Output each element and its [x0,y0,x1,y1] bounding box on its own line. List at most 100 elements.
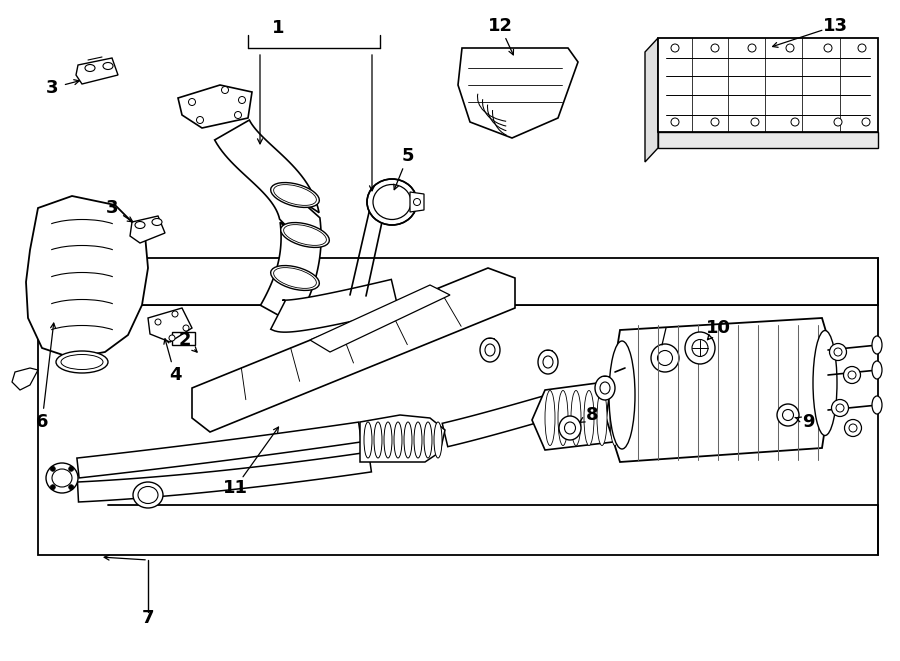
Ellipse shape [832,399,849,416]
Ellipse shape [658,350,672,366]
Ellipse shape [872,336,882,354]
Ellipse shape [786,44,794,52]
Ellipse shape [52,469,72,487]
Ellipse shape [61,354,103,369]
Ellipse shape [152,219,162,225]
Polygon shape [658,38,878,132]
Ellipse shape [545,391,555,446]
Ellipse shape [413,198,420,206]
Text: 1: 1 [272,19,284,37]
Ellipse shape [558,391,568,446]
Ellipse shape [651,344,679,372]
Polygon shape [38,305,878,555]
Ellipse shape [711,118,719,126]
Ellipse shape [274,184,317,206]
Text: 8: 8 [586,406,598,424]
Text: 3: 3 [106,199,118,217]
Ellipse shape [135,221,145,229]
Ellipse shape [238,97,246,104]
Polygon shape [215,120,321,325]
Ellipse shape [271,266,320,290]
Ellipse shape [824,44,832,52]
Ellipse shape [56,351,108,373]
Ellipse shape [281,223,329,247]
Polygon shape [12,368,38,390]
Polygon shape [148,308,192,342]
Ellipse shape [138,486,158,504]
Polygon shape [410,192,424,212]
Ellipse shape [235,112,241,118]
Text: 6: 6 [36,413,49,431]
Ellipse shape [834,348,842,356]
Polygon shape [26,196,148,358]
Polygon shape [178,85,252,128]
Ellipse shape [394,422,402,458]
Ellipse shape [849,424,857,432]
Ellipse shape [564,422,575,434]
Polygon shape [606,318,835,462]
Ellipse shape [559,416,581,440]
Ellipse shape [748,44,756,52]
Ellipse shape [692,340,708,356]
Polygon shape [458,48,578,138]
Text: 9: 9 [802,413,814,431]
Ellipse shape [538,350,558,374]
Ellipse shape [584,391,594,446]
Ellipse shape [685,332,715,364]
Ellipse shape [271,182,320,208]
Text: 12: 12 [488,17,512,35]
Ellipse shape [50,485,55,490]
Ellipse shape [782,410,794,420]
Ellipse shape [284,225,327,245]
Polygon shape [76,58,118,84]
Text: 2: 2 [179,331,191,349]
Ellipse shape [872,396,882,414]
Ellipse shape [364,422,372,458]
Ellipse shape [103,63,113,69]
Ellipse shape [274,268,317,288]
Ellipse shape [610,391,620,446]
Ellipse shape [188,98,195,106]
Text: 5: 5 [401,147,414,165]
Ellipse shape [600,382,610,394]
Text: 3: 3 [46,79,58,97]
Polygon shape [38,258,878,305]
Text: 4: 4 [169,366,181,384]
Polygon shape [77,452,372,502]
Ellipse shape [155,319,161,325]
Ellipse shape [872,361,882,379]
Ellipse shape [183,325,189,331]
Ellipse shape [711,44,719,52]
Ellipse shape [434,422,442,458]
Polygon shape [130,216,165,243]
Polygon shape [310,285,450,352]
Ellipse shape [68,466,74,471]
Ellipse shape [424,422,432,458]
Ellipse shape [843,366,860,383]
Polygon shape [626,359,680,405]
Ellipse shape [68,485,74,490]
Polygon shape [645,38,658,162]
Ellipse shape [480,338,500,362]
Ellipse shape [844,420,861,436]
Polygon shape [658,132,878,148]
Ellipse shape [384,422,392,458]
Ellipse shape [543,356,553,368]
Ellipse shape [597,391,607,446]
Ellipse shape [751,118,759,126]
Ellipse shape [848,371,856,379]
Polygon shape [192,268,515,432]
Ellipse shape [172,311,178,317]
Ellipse shape [595,376,615,400]
Polygon shape [532,380,635,450]
Ellipse shape [221,87,229,93]
Ellipse shape [609,341,635,449]
Ellipse shape [813,330,837,436]
Ellipse shape [485,344,495,356]
Ellipse shape [830,344,847,360]
Ellipse shape [777,404,799,426]
Ellipse shape [862,118,870,126]
Polygon shape [442,397,548,447]
Ellipse shape [374,422,382,458]
Ellipse shape [85,65,95,71]
